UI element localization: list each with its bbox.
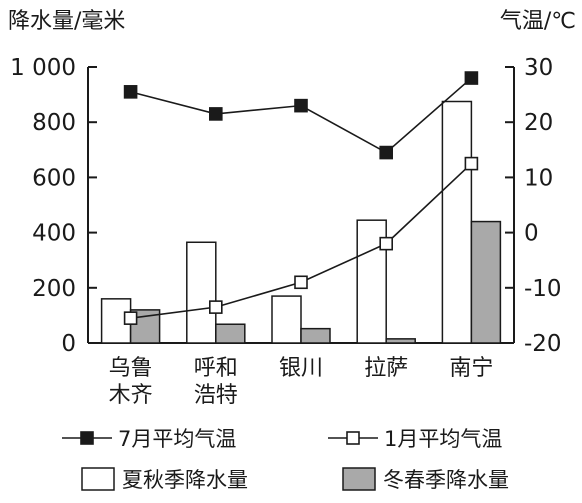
bar-winter-spring	[470, 220, 502, 344]
bar-winter-spring	[300, 327, 331, 344]
left-axis-title: 降水量/毫米	[8, 9, 125, 34]
july-temperature-line	[130, 77, 472, 154]
july-temperature-point	[379, 145, 394, 160]
left-tick-label: 800	[32, 110, 76, 136]
category-label: 银川	[279, 356, 323, 381]
bar-summer-autumn	[186, 241, 217, 344]
legend-label: 1月平均气温	[384, 427, 502, 451]
right-tick-label: -10	[524, 276, 562, 302]
category-label: 呼和浩特	[194, 356, 238, 408]
bar-summer-autumn	[271, 295, 302, 344]
july-temperature-point	[464, 71, 479, 85]
july-temperature-point	[209, 107, 223, 121]
january-temperature-line	[130, 163, 472, 319]
right-tick-label: -20	[524, 331, 562, 357]
left-tick-label: 400	[32, 221, 76, 247]
january-temperature-point	[123, 311, 138, 325]
right-tick-label: 10	[524, 165, 553, 191]
right-tick-label: 30	[524, 55, 553, 81]
left-tick-label: 200	[32, 276, 76, 302]
right-tick-label: 0	[524, 221, 539, 247]
legend-marker	[80, 431, 94, 445]
left-tick-label: 0	[61, 331, 76, 357]
january-temperature-point	[209, 300, 223, 314]
legend-swatch	[342, 467, 376, 491]
legend-swatch	[81, 467, 115, 491]
left-tick-label: 600	[32, 165, 76, 191]
left-tick-label: 1 000	[10, 55, 76, 81]
bar-summer-autumn	[441, 100, 473, 344]
right-tick-label: 20	[524, 110, 553, 136]
legend-label: 冬春季降水量	[383, 468, 509, 492]
legend-label: 7月平均气温	[118, 427, 236, 451]
right-axis-title: 气温/℃	[500, 9, 576, 34]
category-label: 南宁	[449, 356, 493, 381]
july-temperature-point	[294, 98, 308, 113]
legend-marker	[346, 431, 360, 445]
bar-winter-spring	[215, 323, 246, 344]
january-temperature-point	[294, 275, 308, 290]
category-label: 拉萨	[364, 356, 408, 381]
january-temperature-point	[379, 236, 394, 251]
bar-winter-spring	[385, 338, 416, 344]
january-temperature-point	[464, 156, 479, 171]
category-label: 乌鲁木齐	[109, 356, 153, 408]
legend-label: 夏秋季降水量	[122, 468, 248, 492]
july-temperature-point	[123, 85, 138, 99]
